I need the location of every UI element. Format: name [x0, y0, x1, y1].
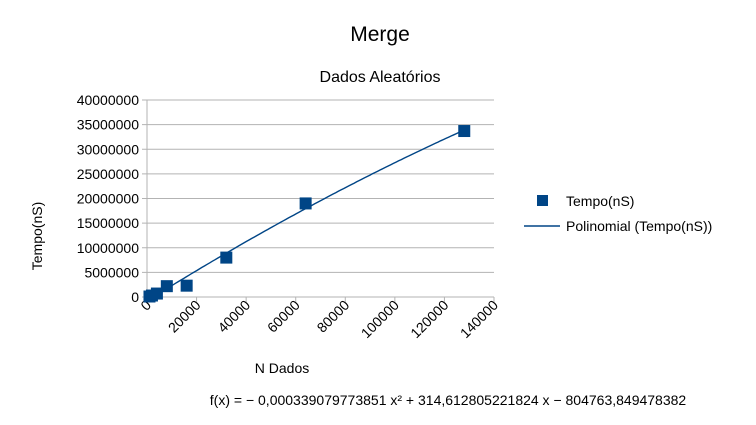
legend-label-trendline: Polinomial (Tempo(nS))	[566, 218, 712, 234]
x-tick-label: 120000	[407, 297, 451, 341]
chart-title: Merge	[350, 23, 410, 46]
y-tick-label: 20000000	[77, 191, 140, 207]
x-axis-label: N Dados	[255, 360, 309, 376]
data-points	[143, 125, 471, 303]
y-axis-tick-labels: 0 5000000 10000000 15000000 20000000 25000000…	[77, 92, 140, 305]
y-tick-label: 5000000	[84, 264, 139, 280]
y-axis-label: Tempo(nS)	[29, 202, 45, 270]
trendline-equation: f(x) = − 0,000339079773851 x² + 314,6128…	[210, 392, 687, 408]
trendline-path	[154, 129, 465, 297]
y-tick-label: 30000000	[77, 141, 140, 157]
y-tick-label: 35000000	[77, 117, 140, 133]
x-tick-label: 20000	[165, 297, 204, 336]
y-tick-label: 40000000	[77, 92, 140, 108]
data-point	[299, 197, 312, 210]
y-tick-label: 25000000	[77, 166, 140, 182]
legend-label-series: Tempo(nS)	[566, 193, 634, 209]
x-tick-label: 60000	[264, 297, 303, 336]
data-point	[220, 251, 233, 264]
y-tick-label: 10000000	[77, 240, 140, 256]
axes	[142, 99, 495, 302]
trendline	[154, 129, 465, 297]
data-point	[180, 279, 193, 292]
x-tick-label: 80000	[314, 297, 353, 336]
x-tick-label: 100000	[358, 297, 402, 341]
chart-subtitle: Dados Aleatórios	[320, 69, 441, 86]
y-tick-label: 0	[131, 289, 139, 305]
x-tick-label: 40000	[214, 297, 253, 336]
grid-lines	[147, 99, 494, 273]
y-tick-label: 15000000	[77, 215, 140, 231]
data-point	[458, 125, 471, 138]
data-point	[150, 287, 163, 300]
x-tick-label: 140000	[457, 297, 501, 341]
legend: Tempo(nS) Polinomial (Tempo(nS))	[524, 193, 712, 234]
data-point	[160, 280, 173, 293]
legend-marker-square	[537, 195, 548, 206]
x-axis-tick-labels: 0 20000 40000 60000 80000 100000 120000 140000	[137, 297, 501, 341]
